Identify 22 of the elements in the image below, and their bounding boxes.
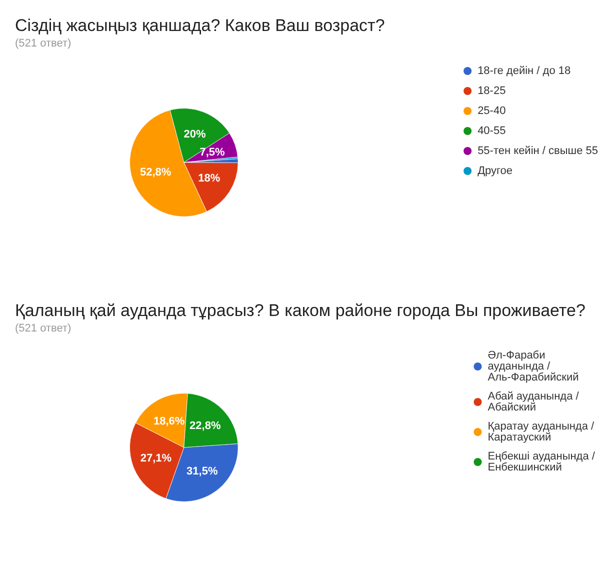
data-label: 7,5% xyxy=(200,146,226,159)
legend-label: 18-25 xyxy=(478,85,506,97)
legend-label: Әл-Фараби ауданында /Аль-Фарабийский xyxy=(488,350,579,384)
legend-label: Қаратау ауданында / Каратауский xyxy=(488,420,598,444)
data-label: 22,8% xyxy=(190,420,221,432)
data-label: 20% xyxy=(184,128,206,140)
data-label: 18% xyxy=(198,172,220,185)
chart-subtitle: (521 ответ) xyxy=(15,38,72,50)
chart-subtitle: (521 ответ) xyxy=(15,322,72,334)
legend-label: Абай ауданында /Абайский xyxy=(488,390,580,414)
legend-label: 40-55 xyxy=(478,125,506,137)
data-label: 52,8% xyxy=(140,166,172,179)
legend-label: Еңбекші ауданында / Енбекшинский xyxy=(488,450,598,474)
data-label: 31,5% xyxy=(186,465,218,478)
data-label: 18,6% xyxy=(153,415,185,428)
legend-label: 18-ге дейін / до 18 xyxy=(478,65,571,77)
data-label: 27,1% xyxy=(140,452,172,465)
legend-label: Другое xyxy=(478,165,513,177)
chart-title: Сіздің жасыңыз қаншада? Каков Ваш возраст? xyxy=(15,16,385,35)
legend-label: 25-40 xyxy=(478,105,506,117)
chart-title: Қаланың қай ауданда тұрасыз? В каком районе города Вы проживаете? xyxy=(15,301,586,320)
legend-label: 55-тен кейін / свыше 55 xyxy=(478,145,598,157)
